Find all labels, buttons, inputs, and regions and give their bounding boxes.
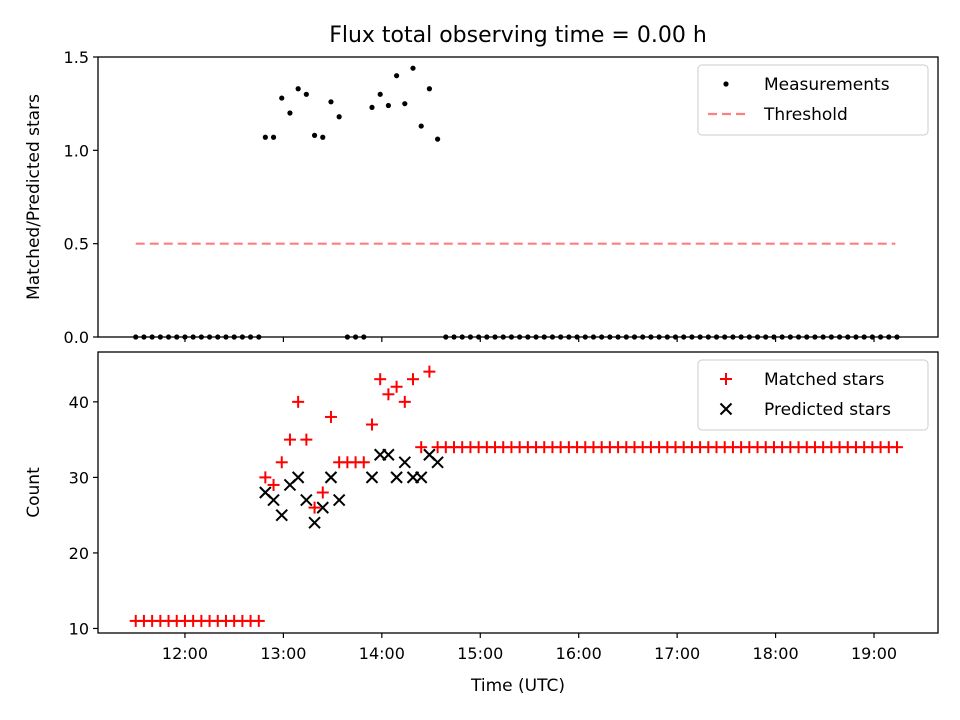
- matched-star-point: [365, 418, 378, 431]
- predicted-star-point: [719, 402, 733, 416]
- matched-star-point: [292, 395, 305, 408]
- matched-star-point: [316, 486, 329, 499]
- measurement-point: [426, 86, 433, 92]
- matched-star-point: [382, 388, 395, 401]
- legend-box: [697, 64, 929, 136]
- y-axis-label: Matched/Predicted stars: [24, 94, 44, 300]
- legend-label: Measurements: [764, 75, 890, 95]
- measurement-point: [393, 73, 400, 79]
- matched-star-point: [890, 441, 903, 454]
- measurement-point: [336, 114, 342, 120]
- y-tick-label: 0.0: [64, 328, 89, 347]
- measurement-point: [418, 123, 424, 129]
- predicted-star-point: [382, 448, 395, 461]
- legend-box: [697, 359, 929, 431]
- legend-label: Threshold: [763, 105, 848, 125]
- predicted-star-point: [316, 501, 329, 514]
- predicted-star-point: [324, 471, 338, 484]
- predicted-star-point: [431, 456, 444, 469]
- x-tick-label: 13:00: [260, 644, 306, 663]
- legend: Matched stars Predicted stars: [697, 359, 929, 431]
- measurement-point: [270, 134, 277, 140]
- measurement-point: [320, 134, 326, 140]
- predicted-star-point: [398, 456, 412, 469]
- matched-star-point: [308, 501, 321, 514]
- matched-star-point: [398, 395, 411, 408]
- x-tick-label: 16:00: [556, 644, 602, 663]
- y-axis-label: Count: [24, 467, 44, 518]
- measurement-point: [279, 95, 285, 101]
- x-axis-label: Time (UTC): [470, 676, 565, 696]
- matched-star-point: [267, 478, 280, 491]
- y-tick-label: 20: [69, 544, 89, 563]
- y-tick-label: 40: [69, 393, 89, 412]
- matched-star-point: [720, 373, 732, 385]
- axes-frame: [97, 351, 939, 634]
- measurement-point: [303, 91, 309, 97]
- measurement-point: [402, 101, 408, 107]
- bottom-panel-counts: 10 20 30 40 12:00 13:00 14:00 15:00 16:00 17:00 18…: [24, 351, 939, 696]
- predicted-star-point: [365, 471, 379, 484]
- y-tick-label: 1.0: [64, 141, 89, 160]
- y-tick-label: 1.5: [64, 48, 89, 67]
- measurement-point: [410, 65, 416, 71]
- matched-star-point: [357, 456, 370, 469]
- axes-frame: [97, 56, 939, 338]
- matched-star-point: [252, 614, 265, 627]
- measurement-point: [385, 102, 391, 109]
- matched-star-point: [374, 373, 387, 386]
- x-tick-label: 14:00: [359, 644, 405, 663]
- matched-star-point: [324, 410, 337, 423]
- y-tick-label: 0.5: [64, 235, 89, 254]
- top-panel-measurements: 0.0 0.5 1.0 1.5 Matched/Predicted stars Measu…: [24, 48, 939, 347]
- matched-star-point: [283, 433, 296, 446]
- y-tick-label: 10: [69, 619, 89, 638]
- matched-star-point: [415, 441, 428, 454]
- matched-star-point: [423, 365, 436, 378]
- predicted-star-point: [308, 516, 321, 529]
- measurement-point: [287, 110, 293, 116]
- figure-title: Flux total observing time = 0.00 h: [329, 23, 707, 48]
- predicted-star-point: [414, 471, 428, 484]
- matched-star-point: [275, 456, 288, 469]
- matched-star-point: [300, 433, 313, 446]
- measurement-point: [262, 134, 268, 140]
- matched-star-point: [390, 380, 403, 393]
- x-tick-label: 17:00: [654, 644, 700, 663]
- measurement-point: [369, 104, 375, 110]
- legend-label: Matched stars: [764, 370, 884, 390]
- measurement-point: [435, 136, 441, 142]
- x-tick-label: 18:00: [753, 644, 799, 663]
- x-tick-label: 15:00: [457, 644, 503, 663]
- measurement-point: [377, 91, 383, 97]
- predicted-star-point: [300, 493, 313, 507]
- predicted-star-point: [291, 471, 305, 484]
- measurement-point: [311, 132, 318, 138]
- legend-label: Predicted stars: [764, 400, 891, 420]
- measurement-point: [328, 99, 334, 105]
- measurement-point: [723, 81, 729, 87]
- measurement-point: [295, 86, 301, 92]
- predicted-star-point: [275, 508, 288, 522]
- matched-star-point: [407, 373, 419, 386]
- predicted-star-point: [267, 493, 280, 507]
- y-tick-label: 30: [69, 468, 89, 487]
- x-tick-label: 19:00: [851, 644, 897, 663]
- legend: Measurements Threshold: [697, 64, 929, 136]
- x-tick-label: 12:00: [162, 644, 208, 663]
- predicted-star-point: [390, 471, 403, 484]
- matched-star-point: [259, 471, 272, 484]
- predicted-star-point: [332, 493, 346, 507]
